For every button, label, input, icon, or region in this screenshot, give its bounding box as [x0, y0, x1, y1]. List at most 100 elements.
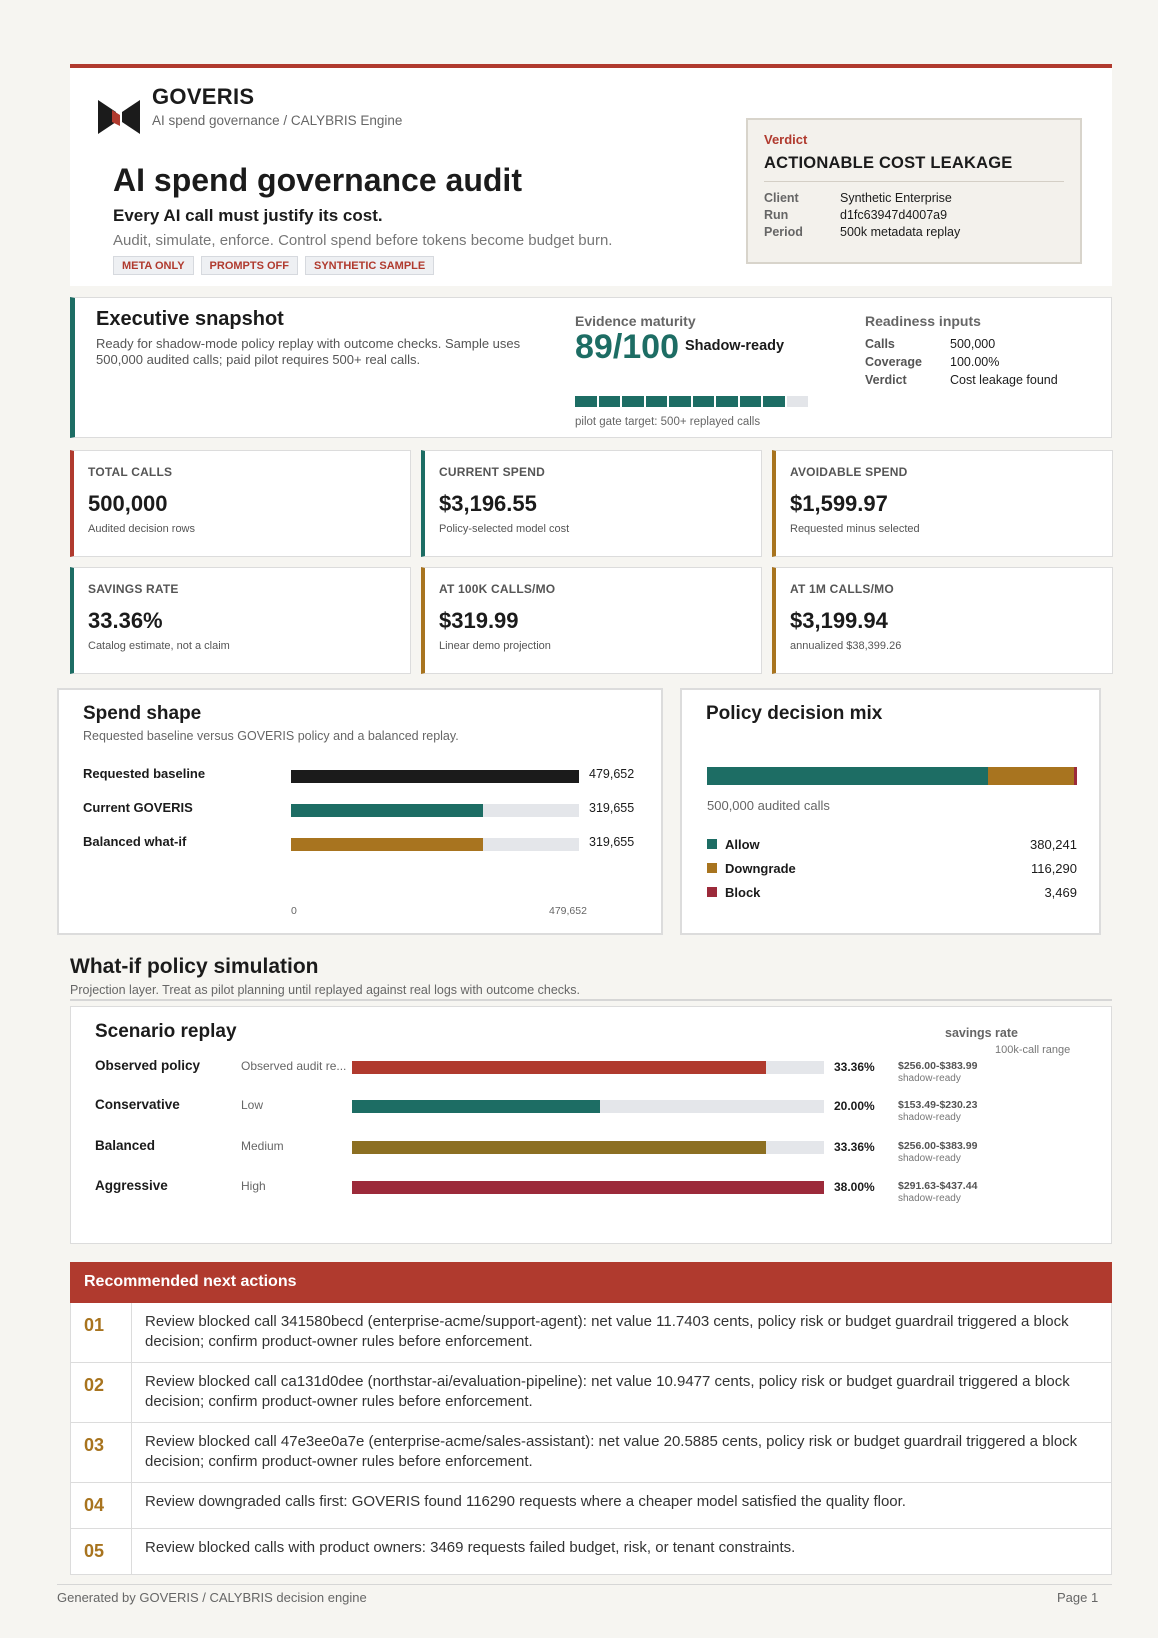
footer-generated-by: Generated by GOVERIS / CALYBRIS decision…: [57, 1590, 367, 1605]
verdict-label: Verdict: [764, 132, 808, 147]
kpi-value: 33.36%: [88, 608, 163, 633]
maturity-progress-bar: [575, 396, 808, 407]
legend-label: Downgrade: [725, 860, 796, 876]
legend-value: 116,290: [1030, 860, 1077, 876]
action-item: 01 Review blocked call 341580becd (enter…: [70, 1303, 1112, 1363]
kpi-value: $3,196.55: [439, 491, 537, 516]
mix-segment-downgrade: [988, 767, 1075, 785]
report-header: GOVERIS AI spend governance / CALYBRIS E…: [70, 64, 1112, 286]
scenario-bar-track: [352, 1181, 824, 1194]
progress-segment: [645, 396, 667, 407]
kpi-subtext: Catalog estimate, not a claim: [88, 640, 230, 652]
scenario-range: $256.00-$383.99: [898, 1140, 978, 1152]
action-number: 05: [71, 1529, 132, 1574]
scenario-pct: 20.00%: [834, 1099, 875, 1113]
spend-bar-track: [291, 770, 579, 783]
policy-mix-bar: [707, 767, 1077, 785]
scenario-bar: [352, 1141, 767, 1154]
action-number: 01: [71, 1303, 132, 1362]
maturity-state: Shadow-ready: [685, 338, 785, 354]
goveris-logo-icon: [98, 100, 140, 134]
kpi-label: AVOIDABLE SPEND: [790, 465, 908, 479]
progress-segment: [692, 396, 714, 407]
kpi-value: $319.99: [439, 608, 519, 633]
actions-header: Recommended next actions: [70, 1262, 1112, 1303]
action-item: 02 Review blocked call ca131d0dee (north…: [70, 1363, 1112, 1423]
executive-snapshot: Executive snapshot Ready for shadow-mode…: [70, 297, 1112, 438]
action-number: 02: [71, 1363, 132, 1422]
scenario-bar-track: [352, 1141, 824, 1154]
header-description: Audit, simulate, enforce. Control spend …: [113, 232, 613, 249]
policy-mix-legend: Allow 380,241 Downgrade 116,290 Block 3,…: [707, 832, 1077, 904]
scenario-range: $153.49-$230.23: [898, 1099, 978, 1111]
verdict-value: 500k metadata replay: [840, 225, 961, 239]
verdict-key: Run: [764, 208, 789, 222]
scenario-status: shadow-ready: [898, 1193, 961, 1204]
whatif-subtitle: Projection layer. Treat as pilot plannin…: [70, 983, 581, 997]
legend-value: 380,241: [1030, 836, 1077, 852]
legend-item-block: Block 3,469: [707, 880, 1077, 904]
verdict-value: Synthetic Enterprise: [840, 191, 952, 205]
policy-mix-panel: Policy decision mix 500,000 audited call…: [680, 688, 1101, 935]
scenario-bar-track: [352, 1061, 824, 1074]
spend-shape-panel: Spend shape Requested baseline versus GO…: [57, 688, 663, 935]
recommended-actions: Recommended next actions 01 Review block…: [70, 1262, 1112, 1575]
scenario-level: Observed audit re...: [241, 1059, 347, 1073]
progress-segment: [716, 396, 738, 407]
kpi-subtext: Audited decision rows: [88, 523, 196, 535]
legend-swatch: [707, 839, 717, 849]
progress-segment: [622, 396, 644, 407]
kpi-value: $3,199.94: [790, 608, 888, 633]
readiness-key: Verdict: [865, 373, 907, 387]
scenario-status: shadow-ready: [898, 1153, 961, 1164]
spend-bar-track: [291, 838, 579, 851]
kpi-subtext: annualized $38,399.26: [790, 640, 902, 652]
spend-row-label: Current GOVERIS: [83, 800, 193, 815]
verdict-details: Client Synthetic Enterprise Run d1fc6394…: [764, 191, 1064, 239]
verdict-title: ACTIONABLE COST LEAKAGE: [764, 154, 1064, 182]
kpi-current-spend: CURRENT SPEND $3,196.55 Policy-selected …: [421, 450, 762, 557]
spend-row-balanced: Balanced what-if 319,655: [83, 834, 643, 854]
page-title: AI spend governance audit: [113, 162, 522, 198]
mix-segment-block: [1074, 767, 1077, 785]
action-text: Review downgraded calls first: GOVERIS f…: [145, 1493, 906, 1510]
readiness-value: 500,000: [950, 337, 996, 351]
tag-list: META ONLY PROMPTS OFF SYNTHETIC SAMPLE: [113, 256, 435, 275]
action-text: Review blocked calls with product owners…: [145, 1539, 796, 1556]
scenario-status: shadow-ready: [898, 1112, 961, 1123]
legend-label: Block: [725, 884, 761, 900]
scenario-name: Observed policy: [95, 1058, 201, 1073]
verdict-box: Verdict ACTIONABLE COST LEAKAGE Client S…: [746, 118, 1082, 264]
readiness-inputs: Calls 500,000 Coverage 100.00% Verdict C…: [865, 337, 1058, 387]
progress-segment: [575, 396, 597, 407]
kpi-value: 500,000: [88, 491, 168, 516]
kpi-avoidable-spend: AVOIDABLE SPEND $1,599.97 Requested minu…: [772, 450, 1113, 557]
kpi-at-1m: AT 1M CALLS/MO $3,199.94 annualized $38,…: [772, 567, 1113, 674]
whatif-title: What-if policy simulation: [70, 955, 319, 978]
spend-row-value: 319,655: [589, 801, 635, 815]
scenario-bar: [352, 1061, 767, 1074]
maturity-label: Evidence maturity: [575, 313, 696, 329]
readiness-value: 100.00%: [950, 355, 1000, 369]
axis-max-label: 479,652: [549, 905, 587, 917]
legend-item-downgrade: Downgrade 116,290: [707, 856, 1077, 880]
scenario-pct: 38.00%: [834, 1180, 875, 1194]
snapshot-title: Executive snapshot: [96, 308, 284, 330]
scenario-name: Conservative: [95, 1097, 180, 1112]
action-number: 04: [71, 1483, 132, 1528]
snapshot-text: Ready for shadow-mode policy replay with…: [96, 336, 521, 367]
scenario-name: Aggressive: [95, 1178, 168, 1193]
divider: [70, 999, 1112, 1001]
spend-row-value: 479,652: [589, 767, 635, 781]
axis-min-label: 0: [291, 905, 297, 917]
scenario-title: Scenario replay: [95, 1021, 237, 1042]
mix-segment-allow: [707, 767, 989, 785]
action-item: 03 Review blocked call 47e3ee0a7e (enter…: [70, 1423, 1112, 1483]
scenario-bar: [352, 1181, 824, 1194]
spend-row-current: Current GOVERIS 319,655: [83, 800, 643, 820]
tagline: Every AI call must justify its cost.: [113, 206, 383, 225]
policy-mix-note: 500,000 audited calls: [707, 798, 830, 813]
progress-segment: [786, 396, 808, 407]
action-item: 04 Review downgraded calls first: GOVERI…: [70, 1483, 1112, 1529]
scenario-row-aggressive: Aggressive High 38.00% $291.63-$437.44 s…: [95, 1178, 1095, 1218]
